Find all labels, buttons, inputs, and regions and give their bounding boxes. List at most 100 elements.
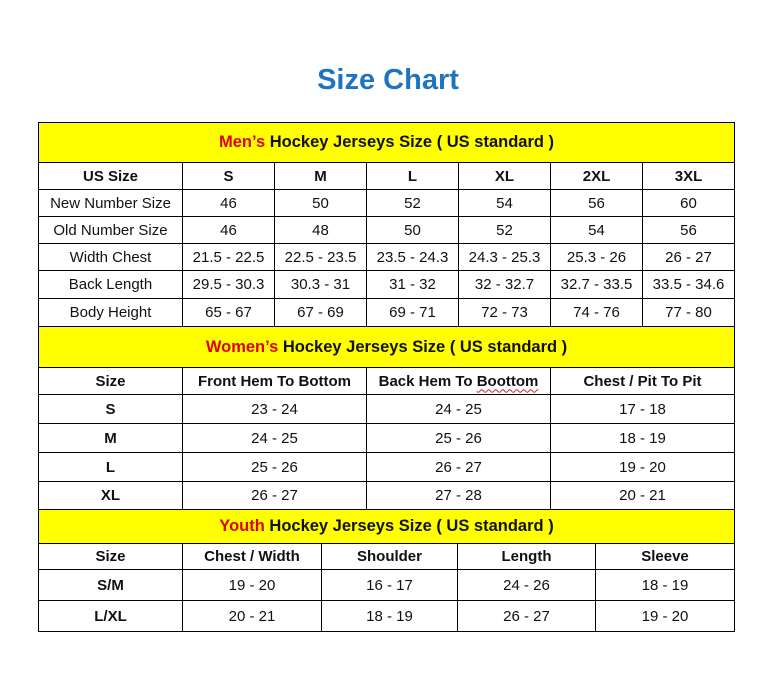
men-row-label: Body Height (38, 298, 183, 327)
men-cell: 32 - 32.7 (458, 270, 551, 299)
youth-row-label: L/XL (38, 600, 183, 632)
women-heading-highlight: Women’s (205, 337, 279, 356)
men-column-header: US Size (38, 162, 183, 190)
women-row-label: L (38, 452, 183, 482)
women-header-row: Size Front Hem To Bottom Back Hem To Boott… (38, 367, 736, 395)
youth-column-header: Size (38, 543, 183, 570)
youth-heading-highlight: Youth (219, 517, 265, 535)
men-cell: 72 - 73 (458, 298, 551, 327)
men-cell: 33.5 - 34.6 (641, 270, 736, 299)
youth-column-header: Sleeve (594, 543, 736, 570)
men-cell: 50 (274, 189, 367, 217)
spellcheck-underlined-header: Back Hem To (378, 372, 477, 390)
men-table-row: Body Height 65 - 67 67 - 69 69 - 71 72 - 73 7… (38, 298, 736, 327)
men-cell: 77 - 80 (641, 298, 736, 327)
youth-column-header: Length (457, 543, 596, 570)
women-band-row: Women’s Hockey Jerseys Size ( US standar… (37, 326, 736, 368)
youth-heading-text: Hockey Jerseys Size ( US standard ) (264, 517, 554, 535)
women-row-label: S (38, 394, 183, 424)
men-row-label: Back Length (38, 270, 183, 299)
women-cell: 26 - 27 (366, 452, 551, 482)
men-row-label: Width Chest (38, 243, 183, 271)
youth-column-header: Shoulder (321, 543, 458, 570)
youth-cell: 19 - 20 (594, 600, 736, 632)
women-row-label: XL (38, 481, 183, 510)
youth-cell: 26 - 27 (457, 600, 596, 632)
men-cell: 29.5 - 30.3 (182, 270, 275, 299)
women-table-row: L 25 - 26 26 - 27 19 - 20 (38, 452, 736, 482)
men-header-row: US Size S M L XL 2XL 3XL (38, 162, 736, 190)
men-band-row: Men’s Hockey Jerseys Size ( US standard … (37, 122, 736, 163)
youth-cell: 20 - 21 (182, 600, 322, 632)
men-cell: 60 (641, 189, 736, 217)
women-column-header: Size (38, 367, 183, 395)
men-cell: 30.3 - 31 (274, 270, 367, 299)
men-row-label: Old Number Size (38, 216, 183, 244)
women-row-label: M (38, 423, 183, 453)
youth-header-row: Size Chest / Width Shoulder Length Sleeve (38, 543, 736, 570)
women-cell: 19 - 20 (549, 452, 736, 482)
men-cell: 32.7 - 33.5 (550, 270, 643, 299)
men-cell: 25.3 - 26 (550, 243, 643, 271)
men-table-row: Width Chest 21.5 - 22.5 22.5 - 23.5 23.5 - … (38, 243, 736, 271)
women-cell: 25 - 26 (366, 423, 551, 453)
women-column-header: Back Hem To Boottom (366, 367, 551, 395)
men-cell: 21.5 - 22.5 (182, 243, 275, 271)
men-cell: 50 (366, 216, 459, 244)
women-cell: 26 - 27 (182, 481, 367, 510)
youth-cell: 18 - 19 (321, 600, 458, 632)
page-title: Size Chart (317, 64, 459, 96)
women-cell: 24 - 25 (366, 394, 551, 424)
youth-size-table: Youth Hockey Jerseys Size ( US standard … (37, 509, 736, 632)
men-cell: 67 - 69 (274, 298, 367, 327)
men-table-row: New Number Size 46 50 52 54 56 60 (38, 189, 736, 217)
men-heading-text: Hockey Jerseys Size ( US standard ) (265, 133, 555, 151)
men-size-table: Men’s Hockey Jerseys Size ( US standard … (37, 122, 736, 327)
men-cell: 69 - 71 (366, 298, 459, 327)
youth-row-label: S/M (38, 569, 183, 601)
men-cell: 74 - 76 (550, 298, 643, 327)
men-cell: 24.3 - 25.3 (458, 243, 551, 271)
men-column-header: L (366, 162, 459, 190)
women-column-header: Front Hem To Bottom (182, 367, 367, 395)
women-cell: 25 - 26 (182, 452, 367, 482)
size-chart-sheet: Men’s Hockey Jerseys Size ( US standard … (37, 122, 736, 632)
men-column-header: M (274, 162, 367, 190)
youth-cell: 18 - 19 (594, 569, 736, 601)
women-section-heading: Women’s Hockey Jerseys Size ( US standar… (37, 326, 736, 368)
men-heading-highlight: Men’s (219, 133, 266, 151)
men-cell: 23.5 - 24.3 (366, 243, 459, 271)
men-column-header: XL (458, 162, 551, 190)
men-section-heading: Men’s Hockey Jerseys Size ( US standard … (37, 122, 736, 163)
women-table-row: M 24 - 25 25 - 26 18 - 19 (38, 423, 736, 453)
women-cell: 24 - 25 (182, 423, 367, 453)
youth-cell: 16 - 17 (321, 569, 458, 601)
women-cell: 23 - 24 (182, 394, 367, 424)
youth-cell: 19 - 20 (182, 569, 322, 601)
men-cell: 52 (366, 189, 459, 217)
men-column-header: 2XL (550, 162, 643, 190)
men-cell: 46 (182, 216, 275, 244)
men-cell: 31 - 32 (366, 270, 459, 299)
women-table-row: XL 26 - 27 27 - 28 20 - 21 (38, 481, 736, 510)
women-cell: 17 - 18 (549, 394, 736, 424)
youth-cell: 24 - 26 (457, 569, 596, 601)
youth-column-header: Chest / Width (182, 543, 322, 570)
youth-band-row: Youth Hockey Jerseys Size ( US standard … (37, 509, 736, 544)
men-cell: 56 (641, 216, 736, 244)
men-table-row: Back Length 29.5 - 30.3 30.3 - 31 31 - 32 32… (38, 270, 736, 299)
men-cell: 54 (458, 189, 551, 217)
men-cell: 65 - 67 (182, 298, 275, 327)
women-cell: 18 - 19 (549, 423, 736, 453)
women-heading-text: Hockey Jerseys Size ( US standard ) (278, 337, 568, 356)
men-cell: 52 (458, 216, 551, 244)
misspelled-word: Boottom (476, 372, 539, 390)
men-table-row: Old Number Size 46 48 50 52 54 56 (38, 216, 736, 244)
men-column-header: S (182, 162, 275, 190)
men-row-label: New Number Size (38, 189, 183, 217)
men-column-header: 3XL (641, 162, 736, 190)
men-cell: 54 (550, 216, 643, 244)
women-cell: 27 - 28 (366, 481, 551, 510)
men-cell: 56 (550, 189, 643, 217)
women-size-table: Women’s Hockey Jerseys Size ( US standar… (37, 326, 736, 510)
